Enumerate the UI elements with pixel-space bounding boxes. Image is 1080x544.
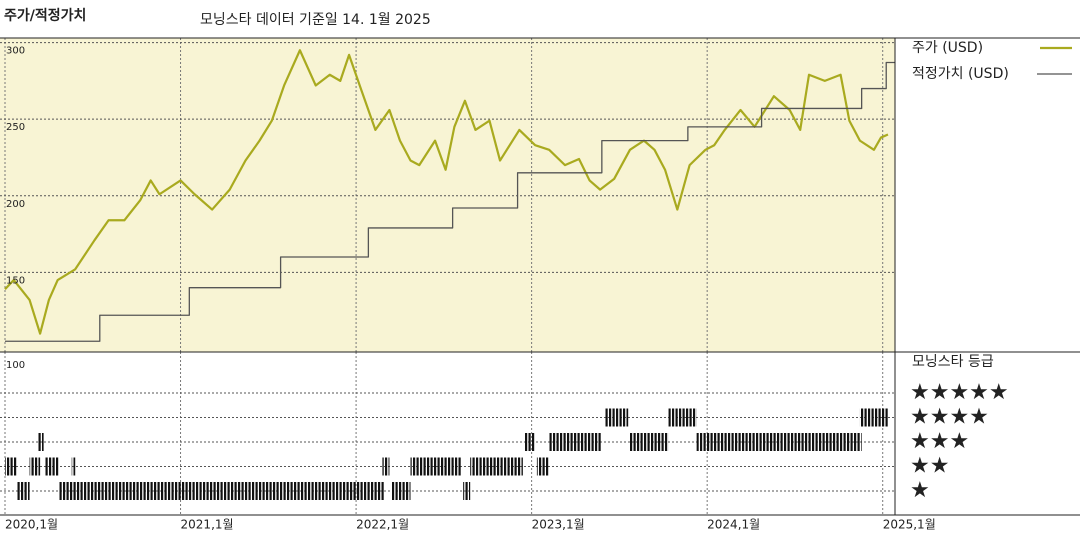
rating-title: 모닝스타 등급: [912, 354, 994, 370]
rating-bar: [463, 482, 471, 500]
y-tick-label: 250: [6, 122, 25, 133]
marks: [4, 49, 895, 500]
x-tick-label: 2022,1월: [356, 518, 409, 532]
star-label: ★★: [910, 454, 949, 479]
x-tick-label: 2023,1월: [532, 518, 585, 532]
rating-bar: [71, 457, 76, 476]
x-tick-label: 2025,1월: [883, 518, 936, 532]
star-label: ★★★★★: [910, 380, 1009, 405]
rating-bar: [549, 433, 602, 451]
star-label: ★: [910, 478, 930, 503]
legend-label: 주가 (USD): [912, 40, 983, 56]
rating-bar: [382, 457, 390, 476]
y-tick-label: 150: [6, 275, 25, 286]
rating-bar: [29, 457, 41, 476]
y-tick-label: 200: [6, 199, 25, 210]
x-tick-label: 2024,1월: [707, 518, 760, 532]
chart-subtitle: 모닝스타 데이터 기준일 14. 1월 2025: [200, 12, 431, 28]
x-tick-label: 2021,1월: [181, 518, 234, 532]
rating-bar: [391, 482, 411, 500]
rating-bar: [45, 457, 60, 476]
y-tick-label: 300: [6, 46, 25, 57]
price-line: [4, 49, 889, 335]
rating-bar: [59, 482, 385, 500]
rating-bar: [696, 433, 862, 451]
rating-bar: [629, 433, 669, 451]
rating-bar: [38, 433, 44, 451]
star-label: ★★★: [910, 429, 969, 454]
rating-bar: [536, 457, 550, 476]
rating-axis-label: 100: [6, 360, 25, 371]
fair-value-line: [5, 61, 895, 342]
rating-bar: [524, 433, 536, 451]
rating-bar: [5, 457, 18, 476]
rating-bar: [410, 457, 462, 476]
chart-title: 주가/적정가치: [4, 7, 86, 24]
plot-background: [0, 38, 895, 352]
legend-label: 적정가치 (USD): [912, 66, 1009, 82]
rating-bar: [17, 482, 30, 500]
rating-bar: [605, 408, 629, 427]
rating-bar: [859, 408, 888, 427]
x-tick-label: 2020,1월: [5, 518, 58, 532]
rating-bar: [470, 457, 523, 476]
star-label: ★★★★: [910, 405, 989, 430]
rating-bar: [668, 408, 697, 427]
